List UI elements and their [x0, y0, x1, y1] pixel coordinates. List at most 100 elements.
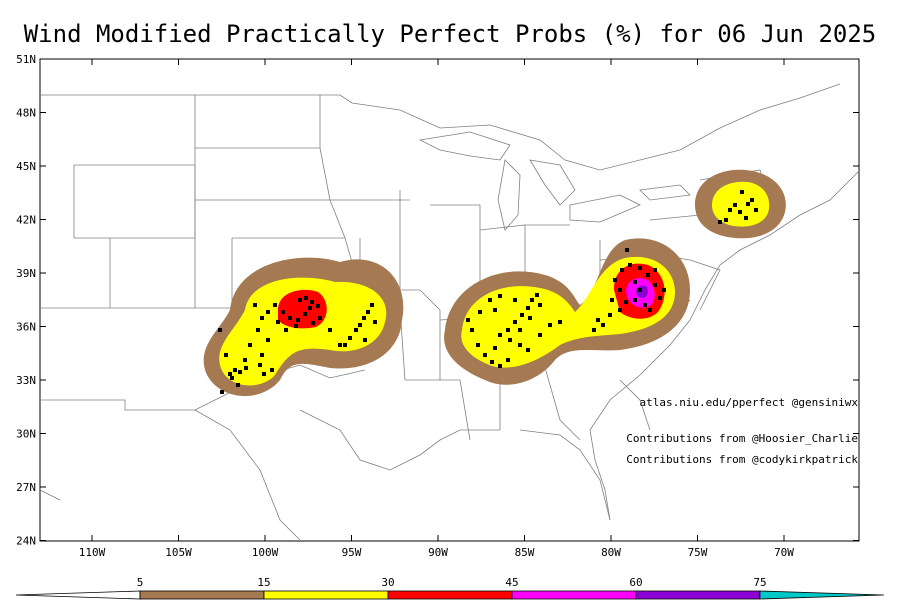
storm-report-marker — [318, 316, 322, 320]
lat-tick-label: 33N — [16, 374, 36, 387]
storm-report-marker — [740, 190, 744, 194]
colorbar-label: 30 — [381, 576, 394, 589]
storm-report-marker — [744, 216, 748, 220]
storm-report-marker — [738, 210, 742, 214]
storm-report-marker — [266, 338, 270, 342]
lat-tick-label: 48N — [16, 107, 36, 120]
contour-15-newengland — [712, 181, 770, 227]
lat-tick-label: 36N — [16, 321, 36, 334]
colorbar: 5 15 30 45 60 75 — [15, 576, 885, 600]
storm-report-marker — [288, 316, 292, 320]
storm-report-marker — [228, 372, 232, 376]
storm-report-marker — [281, 310, 285, 314]
storm-report-marker — [648, 308, 652, 312]
storm-report-marker — [526, 306, 530, 310]
storm-report-marker — [488, 298, 492, 302]
storm-report-marker — [596, 318, 600, 322]
lon-tick-label: 100W — [252, 546, 279, 559]
storm-report-marker — [270, 368, 274, 372]
storm-report-marker — [262, 372, 266, 376]
colorbar-segment — [263, 590, 389, 600]
storm-report-marker — [558, 320, 562, 324]
storm-report-marker — [633, 280, 637, 284]
storm-report-marker — [284, 328, 288, 332]
colorbar-label: 15 — [257, 576, 270, 589]
storm-report-marker — [643, 303, 647, 307]
lat-tick-label: 51N — [16, 53, 36, 66]
lon-tick-label: 80W — [601, 546, 621, 559]
storm-report-marker — [493, 346, 497, 350]
storm-report-marker — [498, 294, 502, 298]
storm-report-marker — [354, 328, 358, 332]
storm-report-marker — [638, 266, 642, 270]
storm-report-marker — [218, 328, 222, 332]
storm-report-marker — [236, 383, 240, 387]
storm-report-marker — [535, 293, 539, 297]
storm-report-marker — [273, 303, 277, 307]
lon-tick-label: 105W — [165, 546, 192, 559]
storm-report-marker — [506, 328, 510, 332]
lat-tick-label: 27N — [16, 481, 36, 494]
storm-report-marker — [592, 328, 596, 332]
storm-report-marker — [662, 288, 666, 292]
storm-report-marker — [530, 298, 534, 302]
storm-report-marker — [528, 316, 532, 320]
storm-report-marker — [513, 298, 517, 302]
contour-30-plains — [278, 289, 327, 329]
colorbar-segment — [387, 590, 513, 600]
storm-report-marker — [308, 306, 312, 310]
storm-report-marker — [343, 343, 347, 347]
lon-tick-label: 110W — [79, 546, 106, 559]
storm-report-marker — [746, 202, 750, 206]
contour-15-plains — [219, 277, 387, 386]
storm-report-marker — [316, 304, 320, 308]
storm-report-marker — [718, 220, 722, 224]
probability-contours — [203, 169, 786, 397]
lon-tick-label: 90W — [428, 546, 448, 559]
map-title: Wind Modified Practically Perfect Probs … — [23, 20, 877, 48]
storm-report-marker — [478, 310, 482, 314]
colorbar-segment — [511, 590, 637, 600]
storm-report-marker — [224, 353, 228, 357]
storm-report-marker — [548, 323, 552, 327]
storm-report-marker — [608, 313, 612, 317]
storm-report-marker — [625, 248, 629, 252]
storm-report-marker — [363, 338, 367, 342]
lat-tick-label: 24N — [16, 535, 36, 548]
lon-tick-label: 75W — [688, 546, 708, 559]
storm-report-marker — [513, 320, 517, 324]
storm-report-marker — [613, 278, 617, 282]
storm-report-marker — [260, 316, 264, 320]
source-credit: atlas.niu.edu/pperfect @gensiniwx — [639, 396, 858, 409]
storm-report-marker — [498, 364, 502, 368]
colorbar-segment — [635, 590, 761, 600]
colorbar-label: 5 — [137, 576, 144, 589]
colorbar-low-arrow — [15, 590, 141, 600]
storm-report-marker — [230, 376, 234, 380]
colorbar-label: 75 — [753, 576, 766, 589]
colorbar-segment — [139, 590, 265, 600]
storm-report-marker — [304, 296, 308, 300]
latitude-axis: 51N 48N 45N 42N 39N 36N 33N 30N 27N 24N — [16, 53, 859, 548]
storm-report-marker — [296, 318, 300, 322]
storm-report-marker — [653, 268, 657, 272]
storm-report-marker — [358, 323, 362, 327]
colorbar-high-arrow — [759, 590, 885, 600]
storm-report-marker — [248, 343, 252, 347]
lat-tick-label: 45N — [16, 160, 36, 173]
storm-report-marker — [498, 333, 502, 337]
storm-report-marker — [610, 298, 614, 302]
storm-report-marker — [618, 288, 622, 292]
storm-report-marker — [520, 313, 524, 317]
storm-report-marker — [628, 263, 632, 267]
storm-report-marker — [258, 363, 262, 367]
lat-tick-label: 39N — [16, 267, 36, 280]
storm-report-marker — [294, 324, 298, 328]
storm-report-marker — [303, 312, 307, 316]
storm-report-marker — [244, 366, 248, 370]
storm-report-marker — [328, 328, 332, 332]
storm-report-marker — [260, 353, 264, 357]
storm-report-marker — [526, 348, 530, 352]
storm-report-marker — [733, 203, 737, 207]
